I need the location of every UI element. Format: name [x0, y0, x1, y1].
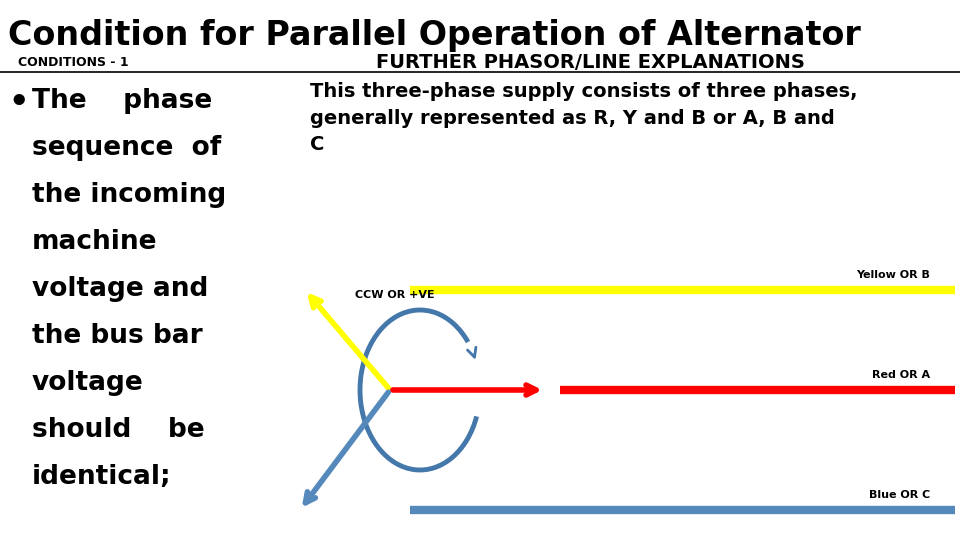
Text: •: • — [8, 88, 29, 119]
Text: voltage: voltage — [32, 370, 144, 396]
Text: machine: machine — [32, 229, 157, 255]
Text: identical;: identical; — [32, 464, 172, 490]
Text: This three-phase supply consists of three phases,
generally represented as R, Y : This three-phase supply consists of thre… — [310, 82, 857, 154]
Text: CONDITIONS - 1: CONDITIONS - 1 — [18, 56, 129, 69]
Text: The    phase: The phase — [32, 88, 212, 114]
Text: Red OR A: Red OR A — [872, 370, 930, 380]
Text: Condition for Parallel Operation of Alternator: Condition for Parallel Operation of Alte… — [8, 18, 861, 51]
Text: Yellow OR B: Yellow OR B — [856, 270, 930, 280]
Text: Blue OR C: Blue OR C — [869, 490, 930, 500]
Text: should    be: should be — [32, 417, 204, 443]
Text: the incoming: the incoming — [32, 182, 227, 208]
Text: the bus bar: the bus bar — [32, 323, 203, 349]
Text: sequence  of: sequence of — [32, 135, 221, 161]
Text: CCW OR +VE: CCW OR +VE — [355, 290, 435, 300]
Text: voltage and: voltage and — [32, 276, 208, 302]
Text: FURTHER PHASOR/LINE EXPLANATIONS: FURTHER PHASOR/LINE EXPLANATIONS — [375, 52, 804, 71]
